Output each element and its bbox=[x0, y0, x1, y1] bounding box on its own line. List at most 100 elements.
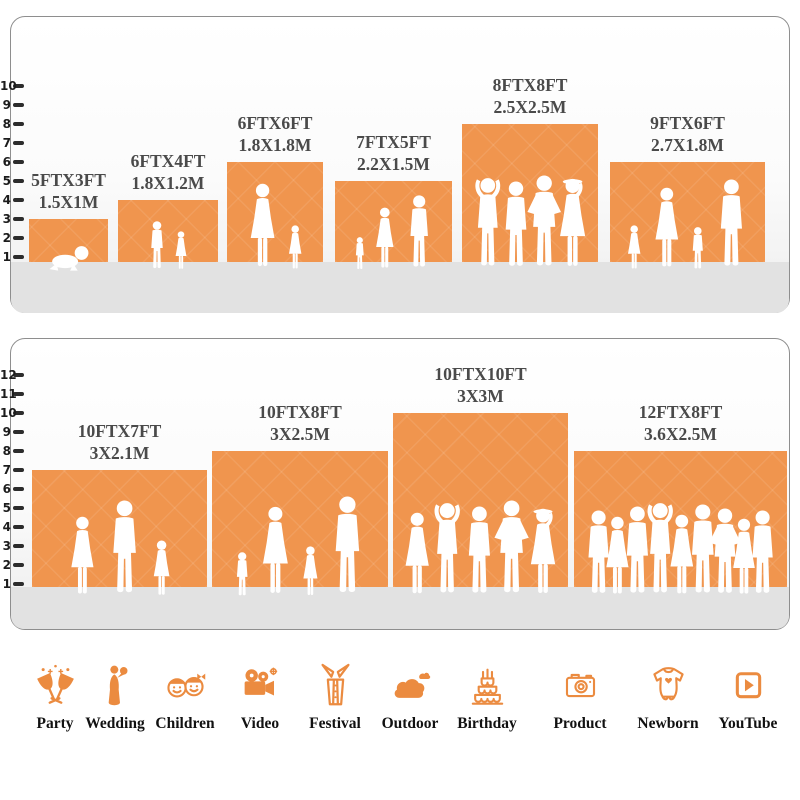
people-silhouettes bbox=[393, 500, 568, 598]
backdrop-size-label: 12FTX8FT 3.6X2.5M bbox=[539, 402, 800, 445]
ruler-tick bbox=[13, 198, 24, 202]
ruler-number: 2 bbox=[2, 557, 11, 572]
person-silhouette-man bbox=[468, 506, 490, 593]
ruler-number: 1 bbox=[2, 576, 11, 591]
ruler-tick bbox=[13, 582, 24, 586]
ruler-number: 8 bbox=[2, 116, 11, 131]
ruler-tick bbox=[13, 373, 24, 377]
ruler-number: 3 bbox=[2, 211, 11, 226]
ruler-tick bbox=[13, 468, 24, 472]
size-meters: 2.7X1.8M bbox=[651, 134, 724, 155]
size-feet: 5FTX3FT bbox=[31, 170, 106, 190]
person-silhouette-man_up bbox=[434, 503, 461, 593]
people-silhouettes bbox=[574, 502, 787, 598]
person-silhouette-man bbox=[588, 510, 609, 593]
category-item-birthday: Birthday bbox=[445, 662, 529, 733]
festival-icon bbox=[293, 662, 377, 712]
category-label: YouTube bbox=[718, 715, 778, 732]
backdrop-size-label: 5FTX3FT 1.5X1M bbox=[0, 170, 143, 213]
outdoor-icon bbox=[368, 662, 452, 712]
person-silhouette-man bbox=[335, 496, 359, 593]
ruler-tick bbox=[13, 506, 24, 510]
person-silhouette-toddler bbox=[236, 552, 248, 596]
floor bbox=[11, 586, 789, 629]
ruler-tick bbox=[13, 525, 24, 529]
product-icon bbox=[538, 662, 622, 712]
category-item-children: Children bbox=[143, 662, 227, 733]
ruler-tick bbox=[13, 563, 24, 567]
person-silhouette-baby bbox=[49, 246, 89, 271]
size-meters: 3X2.1M bbox=[89, 442, 150, 463]
person-silhouette-girl bbox=[289, 225, 302, 269]
person-silhouette-man_up bbox=[647, 503, 674, 593]
size-meters: 1.8X1.8M bbox=[238, 134, 312, 155]
ruler-tick bbox=[13, 217, 24, 221]
category-label: Outdoor bbox=[381, 715, 439, 732]
category-label: Product bbox=[553, 715, 607, 732]
category-label: Festival bbox=[309, 715, 361, 732]
person-silhouette-woman bbox=[655, 187, 678, 267]
category-label: Wedding bbox=[85, 715, 145, 732]
category-item-product: Product bbox=[538, 662, 622, 733]
backdrop-size-label: 9FTX6FT 2.7X1.8M bbox=[575, 113, 800, 156]
wedding-icon bbox=[73, 662, 157, 712]
backdrop-rect bbox=[29, 219, 108, 262]
ruler-number: 7 bbox=[2, 462, 11, 477]
person-silhouette-girl bbox=[303, 546, 318, 596]
person-silhouette-boy bbox=[151, 221, 163, 269]
people-silhouettes bbox=[32, 500, 207, 598]
ruler-tick bbox=[13, 122, 24, 126]
category-item-party: Party bbox=[13, 662, 97, 733]
ruler-number: 4 bbox=[2, 192, 11, 207]
size-meters: 2.2X1.5M bbox=[357, 153, 430, 174]
backdrop-size-label: 10FTX8FT 3X2.5M bbox=[177, 402, 423, 445]
size-meters: 1.5X1M bbox=[38, 191, 99, 212]
backdrop-size-label: 6FTX4FT 1.8X1.2M bbox=[83, 151, 253, 194]
category-item-festival: Festival bbox=[293, 662, 377, 733]
people-silhouettes bbox=[227, 183, 323, 271]
person-silhouette-girl bbox=[175, 231, 187, 269]
backdrop-size-label: 6FTX6FT 1.8X1.8M bbox=[192, 113, 358, 156]
person-silhouette-man_akimbo bbox=[494, 500, 529, 593]
person-silhouette-woman bbox=[376, 207, 394, 268]
size-feet: 7FTX5FT bbox=[356, 132, 431, 152]
person-silhouette-woman bbox=[606, 516, 629, 594]
people-silhouettes bbox=[462, 175, 598, 271]
person-silhouette-man bbox=[720, 179, 742, 266]
size-feet: 10FTX8FT bbox=[258, 402, 342, 422]
ruler-number: 8 bbox=[2, 443, 11, 458]
size-meters: 3X2.5M bbox=[270, 423, 330, 444]
ruler-number: 9 bbox=[2, 97, 11, 112]
person-silhouette-man bbox=[752, 510, 773, 593]
ruler-number: 5 bbox=[2, 173, 11, 188]
person-silhouette-woman bbox=[732, 518, 755, 594]
ruler-number: 10 bbox=[0, 405, 17, 420]
ruler-tick bbox=[13, 84, 24, 88]
ruler-number: 9 bbox=[2, 424, 11, 439]
ruler-tick bbox=[13, 160, 24, 164]
people-silhouettes bbox=[212, 496, 388, 598]
floor bbox=[11, 261, 789, 313]
size-feet: 6FTX4FT bbox=[130, 151, 206, 171]
ruler-number: 11 bbox=[0, 386, 17, 401]
ruler-tick bbox=[13, 141, 24, 145]
size-meters: 3X3M bbox=[457, 385, 504, 406]
person-silhouette-woman bbox=[405, 512, 429, 594]
ruler-number: 10 bbox=[0, 78, 17, 93]
backdrop-size-label: 10FTX7FT 3X2.1M bbox=[0, 421, 242, 464]
size-meters: 3.6X2.5M bbox=[644, 423, 717, 444]
person-silhouette-woman_hat bbox=[530, 508, 556, 594]
ruler-tick bbox=[13, 430, 24, 434]
person-silhouette-man bbox=[505, 181, 526, 266]
backdrop-rect bbox=[227, 162, 323, 262]
category-label: Party bbox=[36, 715, 74, 732]
ruler-tick bbox=[13, 236, 24, 240]
person-silhouette-boy bbox=[693, 227, 704, 269]
size-feet: 10FTX10FT bbox=[434, 364, 527, 384]
ruler-tick bbox=[13, 449, 24, 453]
size-feet: 10FTX7FT bbox=[77, 421, 162, 441]
category-label: Birthday bbox=[457, 715, 517, 732]
category-label: Children bbox=[155, 715, 215, 732]
category-item-video: Video bbox=[218, 662, 302, 733]
person-silhouette-girl bbox=[153, 540, 170, 595]
